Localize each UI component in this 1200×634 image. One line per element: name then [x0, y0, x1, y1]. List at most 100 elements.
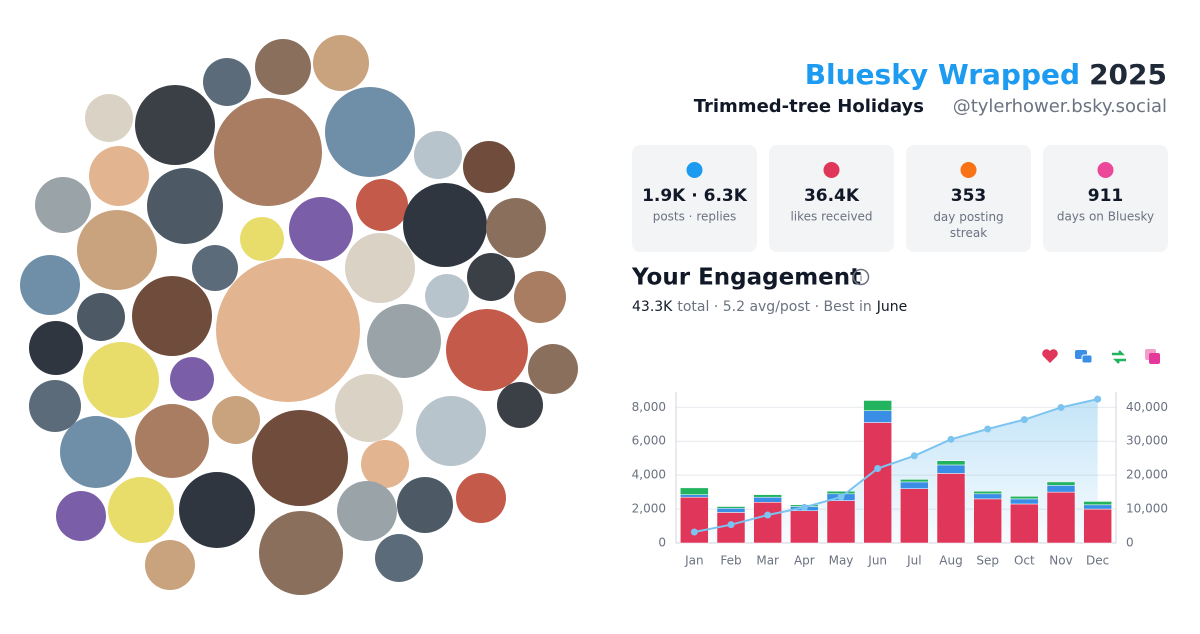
x-tick-label: Aug	[939, 554, 962, 568]
avatar[interactable]	[497, 382, 543, 428]
stat-icon	[960, 162, 977, 178]
bar-segment	[716, 507, 746, 513]
x-tick-label: May	[829, 554, 854, 568]
legend-replies-2	[1081, 354, 1093, 364]
avatar[interactable]	[345, 233, 415, 303]
avatar[interactable]	[192, 245, 238, 291]
avatar-cluster	[20, 35, 578, 595]
engagement-line	[694, 398, 1098, 533]
avatar[interactable]	[170, 357, 214, 401]
stat-label-line: streak	[950, 226, 987, 240]
avatar[interactable]	[85, 94, 133, 142]
stat-icon	[823, 162, 840, 178]
bar-segment	[936, 473, 966, 544]
avatar[interactable]	[83, 342, 159, 418]
avatar[interactable]	[35, 177, 91, 233]
avatar[interactable]	[77, 293, 125, 341]
line-point	[800, 503, 808, 511]
avatar[interactable]	[252, 410, 348, 506]
bar-segment	[1046, 485, 1076, 493]
avatar[interactable]	[20, 255, 80, 315]
avatar[interactable]	[212, 396, 260, 444]
avatar[interactable]	[467, 253, 515, 301]
theme: Trimmed-tree Holidays	[694, 96, 924, 117]
bar-segment	[716, 506, 746, 509]
line-point	[874, 465, 882, 473]
avatar[interactable]	[528, 344, 578, 394]
bar-segment	[826, 500, 856, 544]
best-month: June	[876, 299, 908, 315]
avatar[interactable]	[135, 85, 215, 165]
avatar[interactable]	[179, 472, 255, 548]
bar-segment	[790, 510, 819, 544]
avatar[interactable]	[456, 473, 506, 523]
avatar[interactable]	[361, 440, 409, 488]
avatar[interactable]	[325, 87, 415, 177]
avatar[interactable]	[425, 274, 469, 318]
stat-value: 353	[951, 186, 987, 206]
avatar[interactable]	[403, 183, 487, 267]
avatar[interactable]	[514, 271, 566, 323]
avatar[interactable]	[259, 511, 343, 595]
line-point	[984, 425, 992, 433]
avatar[interactable]	[29, 380, 81, 432]
info-icon[interactable]	[852, 268, 870, 286]
bar-segment	[900, 481, 929, 489]
stat-value: 911	[1088, 186, 1124, 206]
avatar[interactable]	[147, 168, 223, 244]
bar-segment	[826, 491, 856, 495]
avatar[interactable]	[416, 396, 486, 466]
avatar[interactable]	[375, 534, 423, 582]
stat-card	[632, 145, 757, 252]
avatar[interactable]	[89, 146, 149, 206]
avatar[interactable]	[145, 540, 195, 590]
avatar[interactable]	[367, 304, 441, 378]
bar-segment	[1083, 501, 1112, 506]
avatar[interactable]	[56, 491, 106, 541]
avatar[interactable]	[289, 197, 353, 261]
y-tick-label: 0	[658, 536, 666, 550]
bar-segment	[973, 493, 1002, 500]
avatar[interactable]	[77, 210, 157, 290]
avatar[interactable]	[108, 477, 174, 543]
x-tick-label: Mar	[756, 554, 779, 568]
y-tick-label: 2,000	[632, 502, 666, 516]
y2-tick-label: 10,000	[1126, 502, 1168, 516]
avatar[interactable]	[60, 416, 132, 488]
line-point	[690, 528, 698, 536]
y2-tick-label: 30,000	[1126, 434, 1168, 448]
x-tick-label: Jun	[867, 554, 887, 568]
total: 43.3K	[632, 299, 673, 315]
stat-card	[1043, 145, 1168, 252]
avatar[interactable]	[216, 258, 360, 402]
summary: total · 5.2 avg/post · Best in	[677, 299, 871, 315]
x-tick-label: Oct	[1014, 554, 1035, 568]
avatar[interactable]	[255, 39, 311, 95]
avatar[interactable]	[397, 477, 453, 533]
bar-segment	[753, 496, 782, 503]
legend-reposts[interactable]	[1112, 350, 1126, 364]
legend-likes[interactable]	[1042, 349, 1058, 363]
avatar[interactable]	[214, 98, 322, 206]
avatar[interactable]	[463, 141, 515, 193]
avatar[interactable]	[132, 276, 212, 356]
y2-tick-label: 0	[1126, 536, 1134, 550]
bar-segment	[753, 494, 782, 498]
avatar[interactable]	[29, 321, 83, 375]
legend-quotes[interactable]	[1149, 353, 1160, 364]
bar-segment	[863, 400, 892, 411]
avatar[interactable]	[337, 481, 397, 541]
avatar[interactable]	[356, 179, 408, 231]
avatar[interactable]	[240, 217, 284, 261]
stat-label-line: day posting	[933, 210, 1003, 224]
avatar[interactable]	[203, 58, 251, 106]
avatar[interactable]	[414, 131, 462, 179]
avatar[interactable]	[313, 35, 369, 91]
stat-label: day posting streak	[933, 210, 1003, 240]
avatar[interactable]	[486, 198, 546, 258]
stat-card	[906, 145, 1031, 252]
avatar[interactable]	[135, 404, 209, 478]
avatar[interactable]	[335, 374, 403, 442]
avatar[interactable]	[446, 309, 528, 391]
